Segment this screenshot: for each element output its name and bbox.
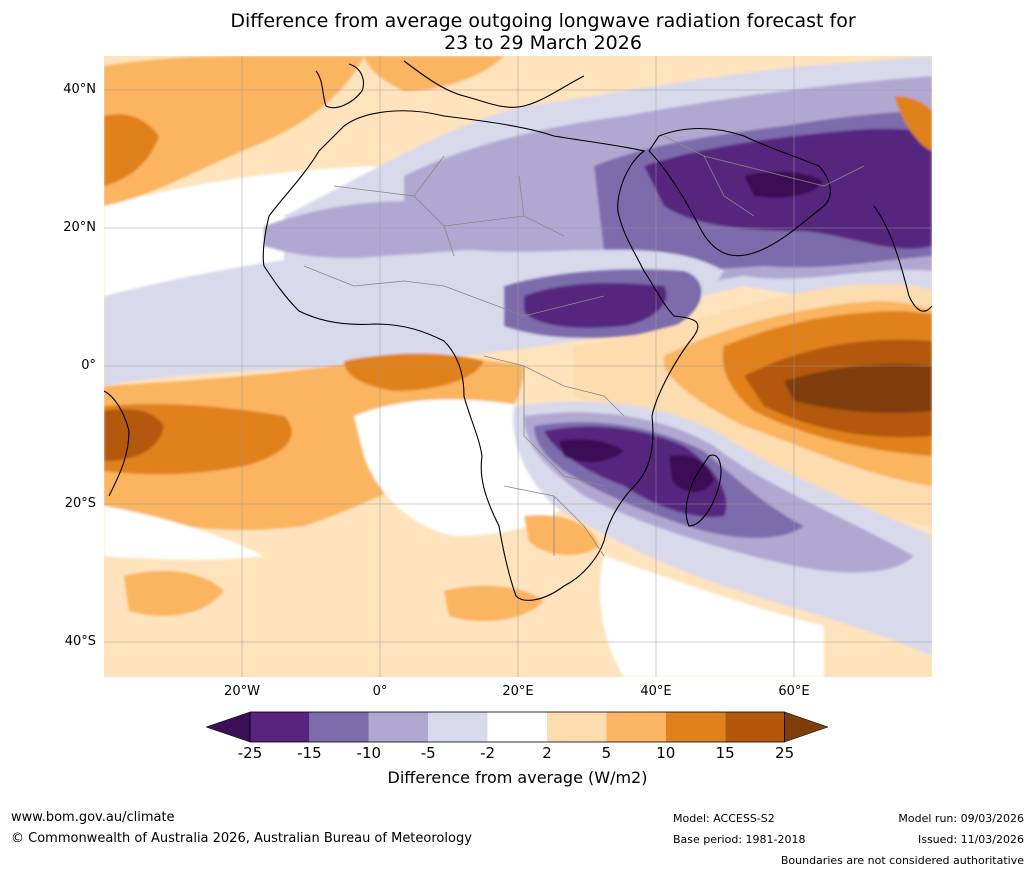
lon-label-0: 0° [372,684,388,699]
colorbar-segment-7 [606,712,666,742]
lat-label-40S: 40°S [64,634,96,649]
graticule [104,56,932,677]
olr-anomaly-map [104,56,932,677]
colorbar-tick-10: 25 [775,744,795,762]
colorbar-segment-4 [428,712,488,742]
colorbar-tick-4: -5 [420,744,436,762]
anomaly-positive-south-africa [524,515,599,556]
coastline-arabia [648,127,831,257]
colorbar-over-arrow [784,711,828,743]
lon-label-60E: 60°E [778,684,810,699]
anomaly-positive-north-atlantic-2 [104,114,159,186]
anomaly-positive-north-atlantic [104,56,364,206]
anomaly-shading [104,56,932,677]
colorbar [206,711,828,743]
footer-model: Model: ACCESS-S2 [673,812,775,825]
colorbar-segment-5 [487,712,547,742]
colorbar-segment-9 [725,712,785,742]
border-central-africa [483,355,625,487]
anomaly-positive-atlantic-3 [104,409,164,461]
anomaly-very-strong-negative-mozambique [669,454,714,493]
colorbar-segment-3 [368,712,429,742]
border-southern-africa [503,485,605,557]
colorbar-tick-8: 10 [656,744,676,762]
footer-website[interactable]: www.bom.gov.au/climate [11,810,175,825]
colorbar-title: Difference from average (W/m2) [387,768,648,787]
anomaly-positive-central-asia [894,96,932,151]
anomaly-strong-negative-central-africa [524,283,667,328]
colorbar-tick-9: 15 [715,744,735,762]
lat-label-40N: 40°N [63,82,96,97]
anomaly-positive-south-atlantic-2 [444,585,544,621]
anomaly-positive-indian-ocean-5 [784,364,932,413]
border-middle-east [663,135,865,217]
lon-label-20E: 20°E [502,684,534,699]
map-title: Difference from average outgoing longwav… [0,10,1035,54]
border-north-africa [333,155,565,257]
border-sahel [303,265,605,317]
colorbar-segment-8 [665,712,726,742]
anomaly-strong-negative-arabia [744,171,824,198]
anomaly-very-strong-negative-zambia [559,439,624,463]
colorbar-segment-2 [309,712,369,742]
coastline-europe-south [403,60,585,108]
lat-label-20N: 20°N [63,220,96,235]
anomaly-positive-mediterranean [364,56,504,91]
footer-disclaimer: Boundaries are not considered authoritat… [780,854,1024,867]
country-borders [303,135,865,557]
coastline-iberia [315,63,365,109]
colorbar-tick-6: 2 [542,744,552,762]
coastlines [104,60,932,601]
coastline-india [873,205,932,312]
anomaly-positive-gulf-guinea [344,353,484,391]
title-line-2: 23 to 29 March 2026 [444,32,642,54]
colorbar-outline [249,711,785,743]
footer-issued: Issued: 11/03/2026 [917,833,1024,846]
colorbar-tick-7: 5 [601,744,612,762]
colorbar-tick-1: -25 [237,744,263,762]
title-line-1: Difference from average outgoing longwav… [230,10,856,32]
lon-label-40E: 40°E [640,684,672,699]
lon-label-20W: 20°W [224,684,260,699]
colorbar-segment-1 [250,712,310,742]
colorbar-segment-6 [547,712,607,742]
anomaly-negative-sahel-2 [264,201,574,258]
anomaly-positive-atlantic [104,357,524,530]
footer-copyright: © Commonwealth of Australia 2026, Austra… [11,831,472,846]
coastline-south-america [104,390,130,497]
colorbar-tick-3: -10 [356,744,382,762]
footer-model-run: Model run: 09/03/2026 [898,812,1024,825]
colorbar-under-arrow [206,711,251,743]
footer-base-period: Base period: 1981-2018 [673,833,806,846]
lat-label-20S: 20°S [64,496,96,511]
anomaly-near-normal-southwest [104,506,264,560]
colorbar-tick-2: -15 [297,744,322,762]
colorbar-tick-5: -2 [480,744,496,762]
lat-label-equator: 0° [81,358,96,373]
coastline-africa [262,110,699,601]
coastline-madagascar [685,454,722,527]
anomaly-positive-south-atlantic [124,571,224,616]
